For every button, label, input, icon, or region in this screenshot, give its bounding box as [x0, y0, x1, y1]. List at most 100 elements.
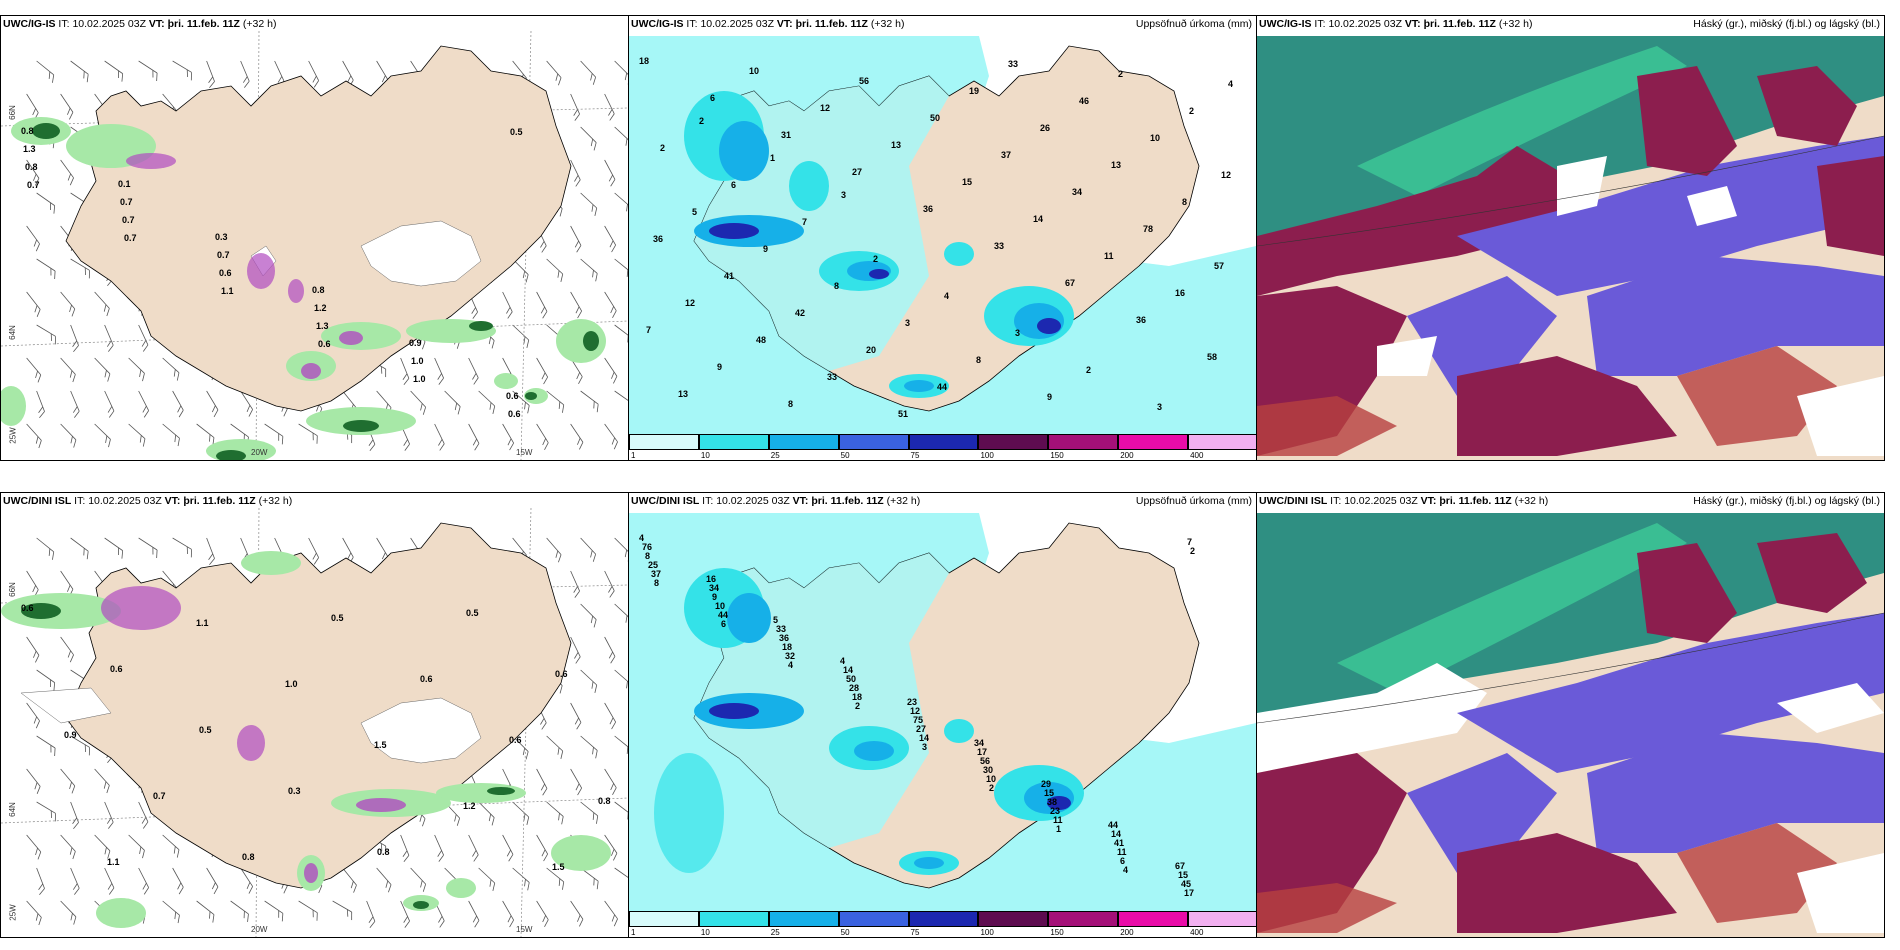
value-label: 27 — [916, 724, 927, 734]
colorbar-swatch — [629, 434, 699, 450]
value-label: 3 — [1157, 402, 1163, 412]
value-label: 8 — [788, 399, 794, 409]
value-label: 23 — [1050, 806, 1061, 816]
wind-barb — [609, 258, 628, 282]
value-label: 23 — [907, 697, 918, 707]
wind-barb — [199, 537, 217, 566]
colorbar-tick: 75 — [910, 928, 920, 937]
wind-barb — [530, 834, 551, 862]
colorbar-tick: 1 — [631, 451, 636, 460]
lon-label: 15W — [516, 448, 533, 457]
colorbar-swatch — [698, 434, 769, 450]
value-label: 44 — [937, 382, 948, 392]
cloud-map-panel-ig: UWC/IG-IS IT: 10.02.2025 03Z VT: þri. 11… — [1256, 15, 1885, 461]
wind-barb — [507, 867, 533, 891]
wind-barb — [609, 735, 628, 759]
wind-barb — [233, 60, 252, 89]
value-label: 36 — [653, 234, 664, 244]
wind-barb — [21, 423, 45, 449]
wind-barb — [89, 768, 113, 794]
value-label: 9 — [717, 362, 723, 372]
colorbar-swatch — [1188, 434, 1256, 450]
wind-barb — [575, 60, 599, 86]
value-label: 5 — [773, 615, 779, 625]
wind-barb — [495, 291, 515, 319]
wind-barb — [20, 834, 44, 860]
wind-barb — [575, 603, 600, 628]
value-label: 78 — [1143, 224, 1154, 234]
wind-barb — [405, 867, 429, 893]
value-label: 29 — [1041, 779, 1052, 789]
precip-map-panel-ig: UWC/IG-IS IT: 10.02.2025 03Z VT: þri. 11… — [628, 15, 1257, 461]
value-label: 11 — [1053, 815, 1063, 825]
value-label: 36 — [779, 633, 790, 643]
colorbar-tick: 75 — [910, 451, 920, 460]
wind-barb — [89, 834, 114, 859]
wind-barb — [496, 423, 517, 451]
colorbar-swatch — [978, 434, 1049, 450]
value-label: 75 — [913, 715, 924, 725]
colorbar-swatch — [978, 911, 1049, 927]
value-label: 8 — [645, 551, 651, 561]
value-label: 34 — [974, 738, 985, 748]
value-label: 18 — [782, 642, 793, 652]
wind-barb — [598, 900, 621, 927]
wind-barb — [598, 702, 619, 730]
value-label: 6 — [721, 619, 727, 629]
value-label: 0.6 — [420, 674, 433, 684]
wind-barb — [575, 126, 600, 151]
value-label: 14 — [1033, 214, 1044, 224]
value-label: 3 — [905, 318, 911, 328]
precip-map-svg — [629, 36, 1256, 436]
wind-barb — [370, 867, 395, 893]
value-label: 41 — [1114, 838, 1125, 848]
wind-barb — [496, 900, 517, 928]
precip-title: Uppsöfnuð úrkoma (mm) — [1135, 495, 1252, 507]
wind-barb — [598, 291, 619, 319]
wind-map-svg — [1, 30, 628, 460]
value-label: 38 — [1047, 797, 1058, 807]
lon-label: 20W — [251, 448, 268, 457]
wind-barb — [405, 390, 429, 416]
wind-barb — [530, 357, 551, 385]
value-label: 9 — [712, 592, 718, 602]
value-label: 42 — [795, 308, 806, 318]
wind-barb — [609, 603, 628, 628]
wind-barb — [575, 258, 601, 282]
wind-barb — [473, 867, 499, 892]
value-label: 56 — [980, 756, 991, 766]
value-label: 36 — [923, 204, 934, 214]
value-label: 8 — [654, 578, 660, 588]
wind-barb — [29, 867, 47, 896]
wind-barb — [63, 390, 82, 419]
colorbar-tick: 25 — [770, 451, 780, 460]
value-label: 0.6 — [21, 603, 34, 613]
wind-barb — [134, 60, 161, 82]
wind-barb — [609, 60, 628, 85]
precip-colorbar: 1 10 25 50 75 100 150 200 400 — [629, 911, 1256, 937]
wind-barb — [530, 423, 551, 451]
value-label: 0.3 — [288, 786, 301, 796]
value-label: 45 — [1181, 879, 1192, 889]
wind-barb — [20, 768, 44, 795]
colorbar-swatch — [908, 434, 979, 450]
wind-barb — [530, 768, 550, 796]
lon-label: 25W — [8, 904, 18, 921]
value-label: 0.7 — [122, 215, 135, 225]
wind-barb — [359, 900, 377, 929]
value-label: 0.8 — [25, 162, 38, 172]
colorbar-tick: 100 — [980, 451, 994, 460]
value-label: 1.1 — [107, 857, 120, 867]
wind-barb — [563, 93, 582, 121]
wind-barb — [541, 735, 567, 760]
value-label: 1.5 — [374, 740, 387, 750]
wind-barb — [89, 291, 113, 317]
wind-barb — [530, 900, 551, 928]
colorbar-swatch — [1188, 911, 1256, 927]
value-label: 13 — [1111, 160, 1122, 170]
wind-barb — [123, 834, 148, 859]
value-label: 11 — [1117, 847, 1127, 857]
lat-label: 66N — [7, 105, 17, 120]
wind-barb — [496, 834, 516, 862]
value-label: 14 — [1111, 829, 1122, 839]
